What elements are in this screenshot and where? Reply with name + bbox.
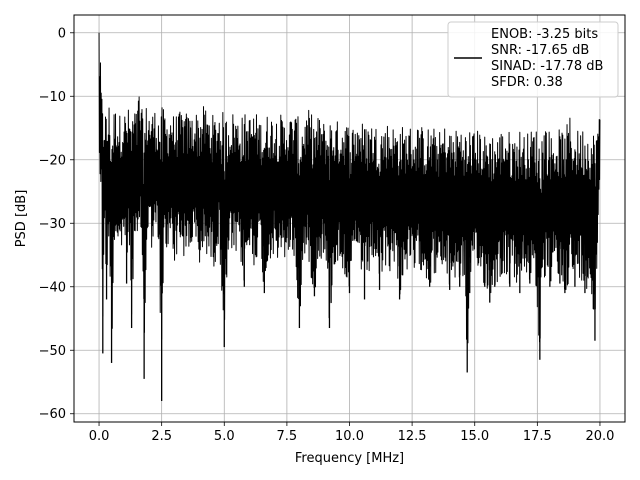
x-axis-label: Frequency [MHz]	[295, 451, 404, 466]
legend-entry-sfdr: SFDR: 0.38	[491, 75, 563, 90]
legend-entry-sinad: SINAD: -17.78 dB	[491, 59, 603, 74]
x-tick-label: 0.0	[89, 429, 110, 444]
legend-entry-snr: SNR: -17.65 dB	[491, 43, 589, 58]
y-tick-label: −40	[39, 280, 66, 295]
x-tick-label: 20.0	[585, 429, 614, 444]
y-tick-label: −10	[39, 90, 66, 105]
x-tick-label: 2.5	[151, 429, 172, 444]
psd-series	[98, 32, 601, 402]
x-tick-label: 12.5	[398, 429, 427, 444]
x-tick-label: 5.0	[214, 429, 235, 444]
y-tick-label: −30	[39, 217, 66, 232]
psd-trace	[98, 32, 601, 344]
x-tick-label: 10.0	[335, 429, 364, 444]
y-tick-label: −20	[39, 153, 66, 168]
y-axis-label: PSD [dB]	[14, 190, 29, 248]
x-axis: 0.0 2.5 5.0 7.5 10.0 12.5 15.0 17.5 20.0	[89, 422, 614, 444]
x-tick-label: 17.5	[523, 429, 552, 444]
x-tick-label: 7.5	[277, 429, 298, 444]
legend-box	[447, 21, 619, 98]
y-tick-label: −50	[39, 344, 66, 359]
legend-entry-enob: ENOB: -3.25 bits	[491, 27, 598, 42]
y-axis: 0 −10 −20 −30 −40 −50 −60	[39, 26, 74, 422]
legend: ENOB: -3.25 bits SNR: -17.65 dB SINAD: -…	[447, 21, 619, 98]
x-tick-label: 15.0	[460, 429, 489, 444]
y-tick-label: 0	[58, 26, 66, 41]
y-tick-label: −60	[39, 407, 66, 422]
